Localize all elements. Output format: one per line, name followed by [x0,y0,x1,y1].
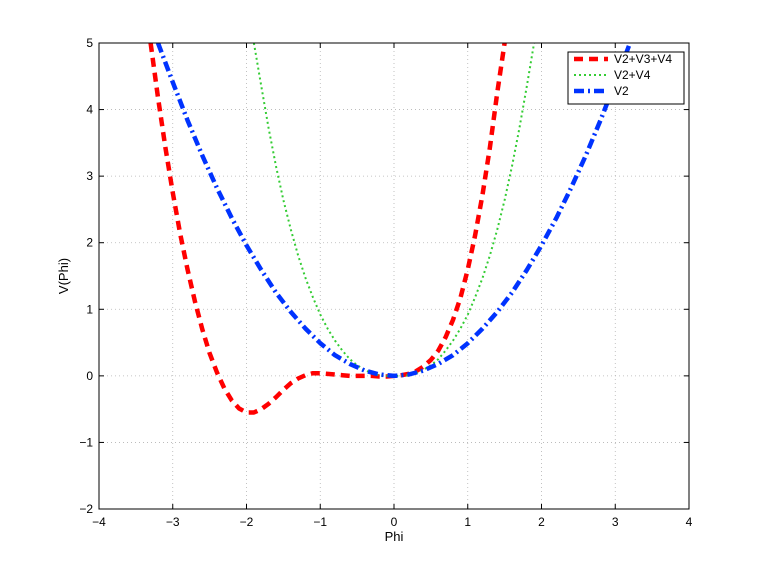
x-tick-label: −4 [92,515,106,529]
x-tick-label: −1 [313,515,327,529]
y-tick-label: −2 [79,502,93,516]
legend: V2+V3+V4 V2+V4 V2 [567,51,685,105]
y-axis-label: V(Phi) [56,258,71,294]
legend-label: V2 [614,84,629,98]
y-tick-label: 4 [86,103,93,117]
x-axis-label: Phi [385,529,404,544]
y-tick-label: 2 [86,236,93,250]
legend-box [567,51,685,105]
y-tick-label: 0 [86,369,93,383]
x-tick-label: 1 [464,515,471,529]
x-tick-label: 4 [686,515,693,529]
series-line-v2-v4 [252,43,536,377]
y-tick-label: −1 [79,435,93,449]
x-tick-label: −2 [240,515,254,529]
legend-label: V2+V3+V4 [614,52,672,66]
series-group [148,43,633,415]
y-tick-label: 1 [86,302,93,316]
series-line-v2 [155,43,633,379]
y-tick-label: 5 [86,36,93,50]
x-tick-label: 3 [612,515,619,529]
series-line-v2-v3-v4 [148,43,507,415]
x-tick-label: 0 [391,515,398,529]
x-tick-label: 2 [538,515,545,529]
ticks: −4 −3 −2 −1 0 1 2 3 4 −2 −1 0 1 2 3 4 5 [79,36,692,529]
x-tick-label: −3 [166,515,180,529]
legend-label: V2+V4 [614,68,651,82]
y-tick-label: 3 [86,169,93,183]
